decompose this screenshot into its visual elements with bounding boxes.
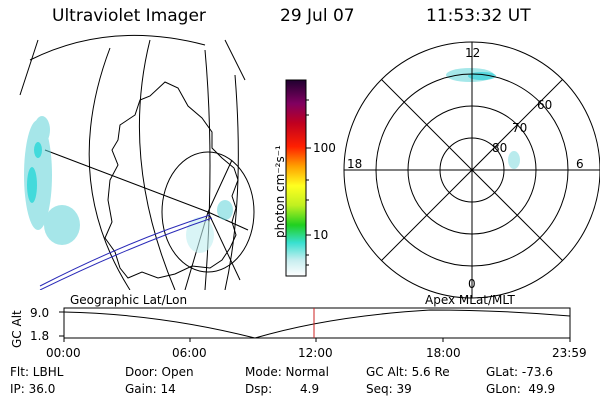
ip-info: IP: 36.0: [10, 382, 56, 396]
x-tick-1200: 12:00: [298, 346, 333, 360]
colorbar-tick-100: 100: [313, 141, 336, 155]
date-label: 29 Jul 07: [280, 6, 355, 26]
glon-info: GLon: 49.9: [486, 382, 556, 396]
x-tick-1800: 18:00: [426, 346, 461, 360]
polar-plot: [343, 41, 600, 299]
colorbar-tick-10: 10: [313, 228, 329, 242]
altitude-strip-chart: [59, 307, 571, 342]
gc-alt-axis-title: GC Alt: [10, 310, 24, 348]
alt-max-label: 9.0: [30, 306, 50, 320]
gain-info: Gain: 14: [125, 382, 176, 396]
map-outer-boundary: [29, 34, 206, 61]
door-info: Door: Open: [125, 365, 194, 379]
polar-label-12: 12: [465, 46, 481, 60]
polar-label-18: 18: [347, 157, 363, 171]
alt-min-label: 1.8: [30, 329, 50, 343]
dsp-value: 4.9: [300, 382, 320, 396]
altitude-curve: [63, 309, 571, 339]
geographic-label: Geographic Lat/Lon: [70, 293, 188, 307]
dsp-label: Dsp:: [245, 382, 273, 396]
polar-label-60: 60: [537, 98, 553, 112]
x-tick-2359: 23:59: [552, 346, 587, 360]
app-title: Ultraviolet Imager: [52, 6, 206, 26]
polar-label-80: 80: [492, 141, 508, 155]
polar-label-70: 70: [512, 121, 528, 135]
polar-label-0: 0: [468, 277, 476, 291]
x-tick-0000: 00:00: [46, 346, 81, 360]
x-tick-0600: 06:00: [172, 346, 207, 360]
seq-info: Seq: 39: [366, 382, 412, 396]
geographic-map: [19, 34, 255, 290]
color-scale-bar: [285, 79, 311, 277]
glat-info: GLat: -73.6: [486, 365, 553, 379]
meridian-line: [88, 47, 131, 290]
flt-info: Flt: LBHL: [10, 365, 64, 379]
gc-alt-info: GC Alt: 5.6 Re: [366, 365, 450, 379]
antarctica-coast: [104, 81, 239, 279]
colorbar-unit-label: photon cm⁻²s⁻¹: [273, 145, 287, 238]
mode-info: Mode: Normal: [245, 365, 329, 379]
trajectory-line: [39, 214, 211, 287]
apex-label: Apex MLat/MLT: [425, 293, 515, 307]
time-label: 11:53:32 UT: [426, 6, 531, 26]
polar-label-6: 6: [576, 157, 584, 171]
